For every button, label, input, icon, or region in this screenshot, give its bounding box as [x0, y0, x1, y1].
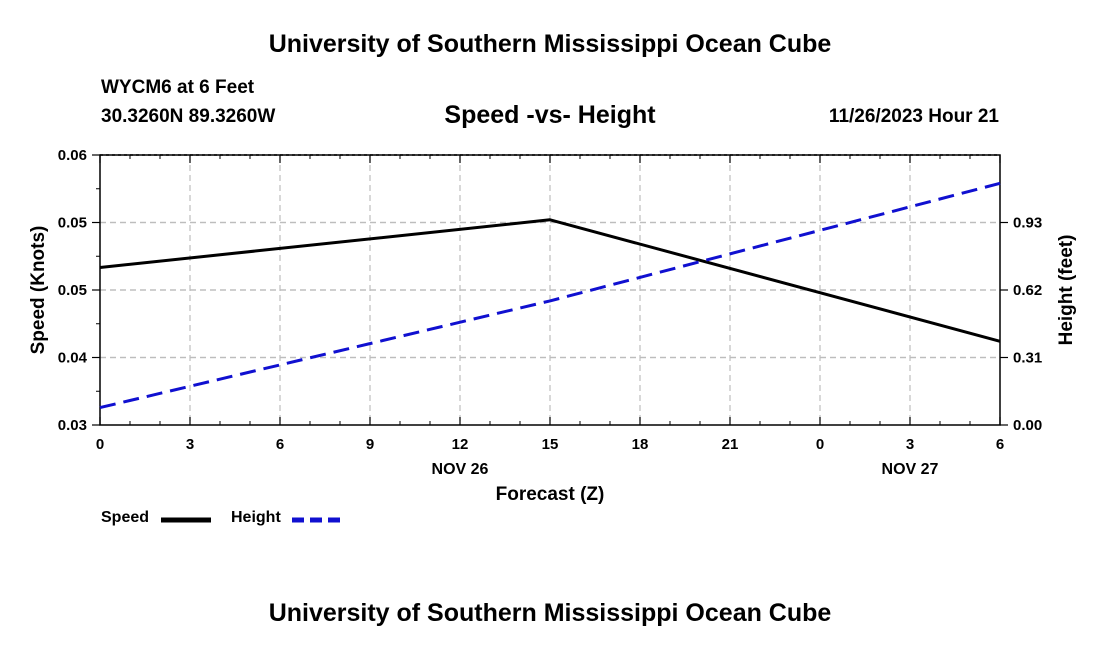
axis-labels: 0 3 6 9 12 15 18 21 0 3 6 NOV 26 NOV 27 0.03 0.04 0.05 0… [58, 147, 1042, 478]
footer-title: University of Southern Mississippi Ocean… [268, 599, 832, 627]
y2-axis-label: Height (feet) [1056, 235, 1077, 346]
station-coordinates: 30.3260N 89.3260W [101, 106, 276, 127]
y-tick-label: 0.05 [58, 282, 87, 299]
x-tick-label: 6 [276, 436, 284, 453]
x-axis-label: Forecast (Z) [496, 484, 605, 505]
y2-tick-label: 0.31 [1013, 350, 1042, 367]
y-axis-label: Speed (Knots) [28, 226, 49, 355]
axis-ticks [92, 154, 1008, 426]
legend-height-label: Height [231, 509, 281, 526]
chart-title: Speed -vs- Height [444, 101, 656, 129]
x-tick-label: 12 [452, 436, 469, 453]
y-tick-label: 0.04 [58, 350, 88, 367]
station-label: WYCM6 at 6 Feet [101, 77, 255, 98]
x-tick-label: 3 [186, 436, 194, 453]
x-tick-label: 0 [96, 436, 104, 453]
chart-datetime: 11/26/2023 Hour 21 [828, 106, 999, 127]
x-tick-label: 6 [996, 436, 1004, 453]
series [99, 181, 1001, 410]
date-label: NOV 26 [432, 461, 489, 478]
y-tick-label: 0.06 [58, 147, 87, 164]
x-tick-label: 3 [906, 436, 914, 453]
main-title: University of Southern Mississippi Ocean… [268, 30, 832, 58]
x-tick-label: 0 [816, 436, 824, 453]
y2-tick-label: 0.93 [1013, 215, 1042, 232]
series-speed-line [99, 218, 1001, 343]
date-label: NOV 27 [882, 461, 939, 478]
x-tick-label: 21 [722, 436, 739, 453]
x-tick-label: 18 [632, 436, 649, 453]
y2-tick-label: 0.00 [1013, 417, 1042, 434]
y2-tick-label: 0.62 [1013, 282, 1042, 299]
series-height-line [99, 181, 1001, 410]
y-tick-label: 0.03 [58, 417, 87, 434]
x-tick-label: 15 [542, 436, 559, 453]
y-tick-label: 0.05 [58, 215, 87, 232]
legend-speed-label: Speed [101, 509, 150, 526]
x-tick-label: 9 [366, 436, 374, 453]
